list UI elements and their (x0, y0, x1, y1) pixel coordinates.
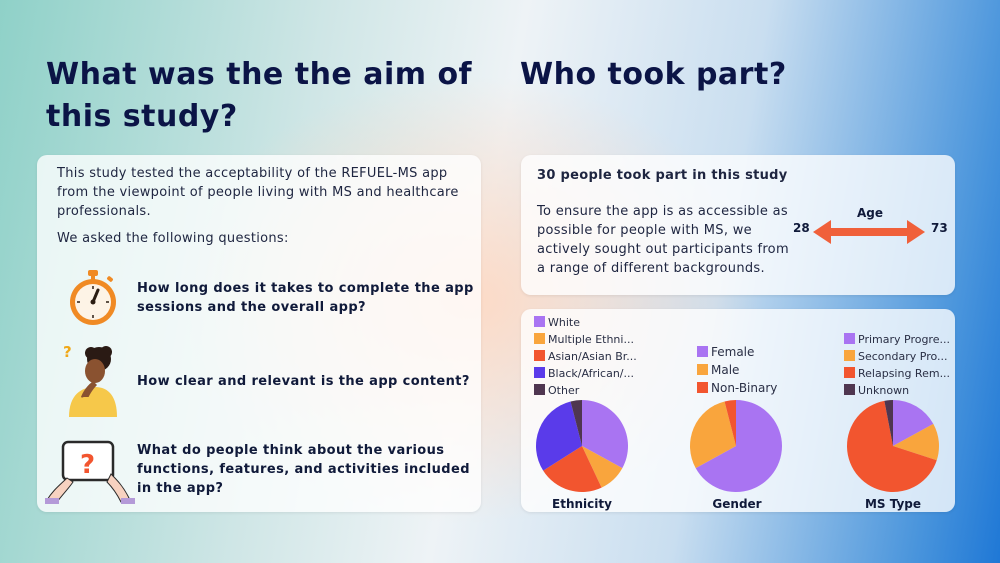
legend-item-black-african: Black/African/... (534, 367, 646, 384)
pie-slice-relapsing-rem (847, 400, 937, 492)
who-heading: Who took part? (520, 57, 787, 92)
aim-card: This study tested the acceptability of t… (37, 155, 481, 512)
legend-label: White (548, 316, 580, 329)
pie-slice-secondary-pro (893, 423, 939, 461)
legend-item-secondary-pro: Secondary Pro... (844, 350, 954, 367)
legend-label: Unknown (858, 384, 910, 397)
legend-label: Asian/Asian Br... (548, 350, 637, 363)
legend-swatch (534, 333, 545, 344)
legend-label: Non-Binary (711, 381, 778, 395)
legend-swatch (534, 384, 545, 395)
ethnicity-legend: White Multiple Ethni... Asian/Asian Br... B… (534, 316, 646, 401)
pie-slice-other (570, 400, 582, 446)
pie-slice-non-binary (724, 400, 736, 446)
legend-item-male: Male (697, 364, 797, 382)
legend-swatch (697, 364, 708, 375)
legend-label: Other (548, 384, 580, 397)
aim-heading: What was the the aim of this study? (46, 57, 473, 134)
legend-swatch (534, 350, 545, 361)
pie-slice-black-african (536, 401, 582, 471)
legend-label: Female (711, 345, 755, 359)
legend-label: Multiple Ethni... (548, 333, 634, 346)
tablet-question-icon: ? (45, 440, 135, 504)
ethnicity-pie-chart (536, 400, 628, 492)
legend-swatch (844, 333, 855, 344)
aim-intro-text: This study tested the acceptability of t… (57, 166, 459, 219)
svg-text:?: ? (63, 343, 72, 361)
legend-item-asian-asian-br: Asian/Asian Br... (534, 350, 646, 367)
legend-swatch (844, 367, 855, 378)
legend-label: Secondary Pro... (858, 350, 948, 363)
legend-swatch (534, 367, 545, 378)
pie-slice-male (690, 401, 736, 469)
legend-swatch (697, 346, 708, 357)
legend-label: Black/African/... (548, 367, 635, 380)
legend-item-multiple-ethni: Multiple Ethni... (534, 333, 646, 350)
question-features: What do people think about the various f… (137, 443, 470, 496)
participants-card: 30 people took part in this study To ens… (521, 155, 955, 295)
age-min: 28 (793, 221, 810, 235)
legend-swatch (844, 384, 855, 395)
age-label: Age (857, 206, 884, 220)
gender-chart-title: Gender (712, 497, 762, 511)
demographics-charts-card: White Multiple Ethni... Asian/Asian Br... B… (521, 309, 955, 512)
gender-pie-chart (690, 400, 782, 492)
age-range-arrow-icon (813, 220, 925, 244)
participant-count-text: 30 people took part in this study (537, 168, 788, 183)
legend-item-white: White (534, 316, 646, 333)
legend-swatch (844, 350, 855, 361)
legend-swatch (697, 382, 708, 393)
pie-slice-white (582, 400, 628, 469)
questions-intro-text: We asked the following questions: (57, 231, 289, 246)
ms-type-pie-chart (847, 400, 939, 492)
pie-slice-unknown (884, 400, 893, 446)
ms-type-chart-title: MS Type (864, 497, 922, 511)
legend-item-unknown: Unknown (844, 384, 954, 401)
pie-slice-asian-asian-br (543, 446, 602, 492)
question-clarity: How clear and relevant is the app conten… (137, 374, 470, 389)
gender-legend: Female Male Non-Binary (697, 346, 797, 400)
question-duration: How long does it takes to complete the a… (137, 281, 474, 315)
participants-description: To ensure the app is as accessible as po… (537, 204, 789, 276)
legend-label: Primary Progre... (858, 333, 950, 346)
legend-label: Relapsing Rem... (858, 367, 951, 380)
ethnicity-chart-title: Ethnicity (552, 497, 612, 511)
legend-item-primary-progre: Primary Progre... (844, 333, 954, 350)
pie-slice-female (695, 400, 782, 492)
legend-item-relapsing-rem: Relapsing Rem... (844, 367, 954, 384)
ms-type-legend: Primary Progre... Secondary Pro... Relapsi… (844, 333, 954, 401)
pie-slice-multiple-ethni (582, 446, 623, 488)
age-arrow-shape (813, 220, 925, 244)
age-max: 73 (931, 221, 948, 235)
legend-label: Male (711, 363, 740, 377)
legend-swatch (534, 316, 545, 327)
stopwatch-icon (70, 270, 116, 325)
legend-item-female: Female (697, 346, 797, 364)
legend-item-other: Other (534, 384, 646, 401)
thinking-person-icon: ? (63, 343, 117, 417)
pie-slice-primary-progre (893, 400, 934, 446)
svg-text:?: ? (80, 450, 95, 480)
legend-item-non-binary: Non-Binary (697, 382, 797, 400)
